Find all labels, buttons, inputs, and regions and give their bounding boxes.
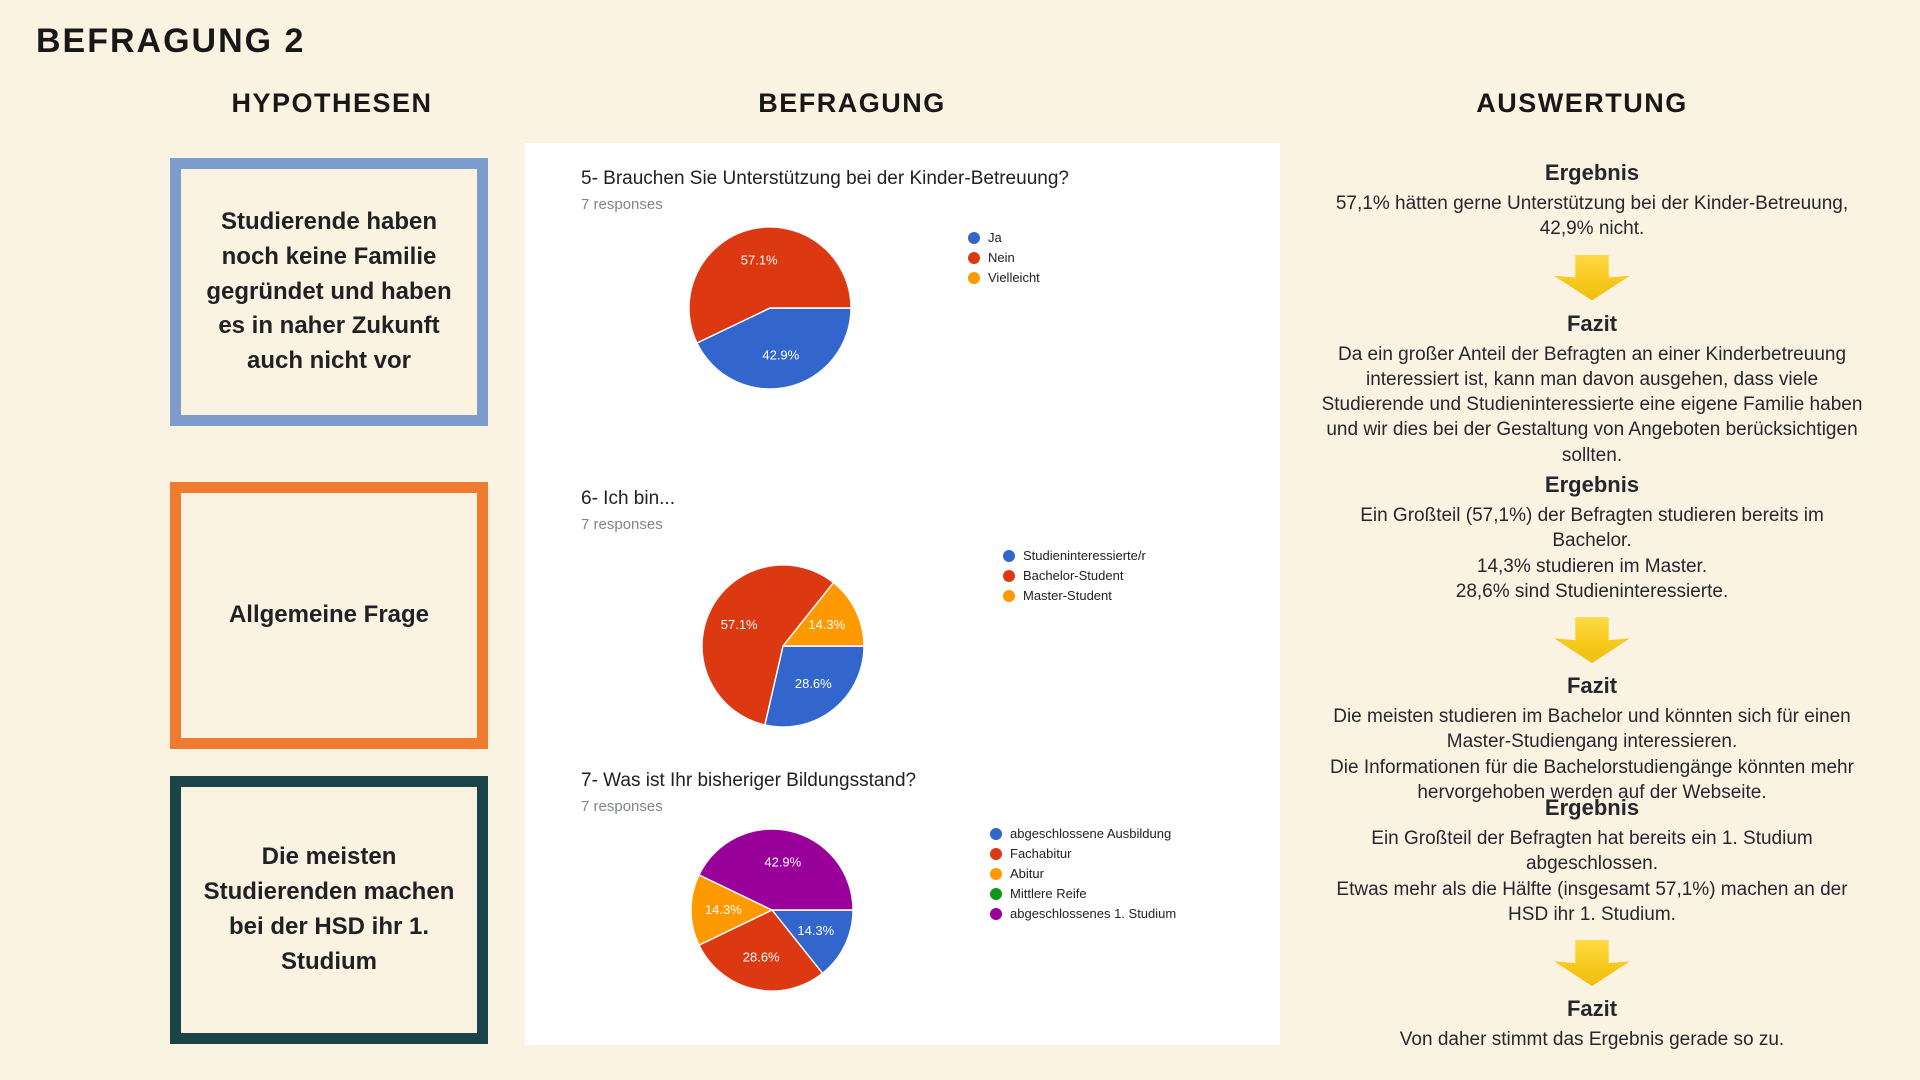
fazit-text: Von daher stimmt das Ergebnis gerade so … bbox=[1399, 1029, 1785, 1051]
hypothesis-box-1: Studierende haben noch keine Familie geg… bbox=[170, 158, 488, 426]
pie-slice bbox=[698, 828, 854, 911]
hypothesis-box-2: Allgemeine Frage bbox=[170, 482, 488, 749]
legend-item: Mittlere Reife bbox=[990, 886, 1176, 901]
legend-label: Nein bbox=[988, 250, 1015, 265]
chart-title: 7- Was ist Ihr bisheriger Bildungsstand? bbox=[581, 770, 917, 791]
legend-color-dot bbox=[1003, 589, 1015, 602]
hypothesis-box-3: Die meisten Studierenden machen bei der … bbox=[170, 776, 488, 1044]
ergebnis-text: 57,1% hätten gerne Unterstützung bei der… bbox=[1335, 193, 1849, 240]
ergebnis-heading: Ergebnis bbox=[1544, 160, 1640, 185]
page-title: BEFRAGUNG 2 bbox=[36, 22, 306, 60]
pie-slice bbox=[771, 909, 854, 975]
chart-responses-count: 7 responses bbox=[581, 798, 663, 815]
legend-item: Vielleicht bbox=[968, 270, 1040, 285]
legend-item: Nein bbox=[968, 250, 1040, 265]
pie-slice-percentage: 28.6% bbox=[795, 676, 832, 691]
chart-legend: abgeschlossene Ausbildung Fachabitur Abitu… bbox=[990, 826, 1176, 921]
legend-label: Abitur bbox=[1010, 866, 1044, 881]
legend-color-dot bbox=[990, 847, 1002, 860]
fazit-text: Da ein großer Anteil der Befragten an ei… bbox=[1321, 343, 1863, 466]
legend-color-dot bbox=[1003, 569, 1015, 582]
evaluation-block-1: Ergebnis 57,1% hätten gerne Unterstützun… bbox=[1318, 160, 1866, 468]
pie-slice-percentage: 14.3% bbox=[797, 923, 834, 938]
legend-item: Master-Student bbox=[1003, 588, 1146, 603]
legend-item: Studieninteressierte/r bbox=[1003, 548, 1146, 563]
pie-slice bbox=[782, 581, 865, 647]
pie-slice-percentage: 57.1% bbox=[721, 617, 758, 632]
fazit-heading: Fazit bbox=[1566, 673, 1618, 699]
down-arrow-icon bbox=[1554, 617, 1630, 664]
chart-legend: Studieninteressierte/r Bachelor-Student Ma… bbox=[1003, 548, 1146, 603]
legend-color-dot bbox=[1003, 549, 1015, 562]
chart-responses-count: 7 responses bbox=[581, 516, 663, 533]
ergebnis-heading: Ergebnis bbox=[1544, 472, 1640, 497]
legend-item: abgeschlossene Ausbildung bbox=[990, 826, 1176, 841]
legend-color-dot bbox=[990, 907, 1002, 920]
fazit-text: Die meisten studieren im Bachelor und kö… bbox=[1330, 706, 1854, 803]
evaluation-block-3: Ergebnis Ein Großteil der Befragten hat … bbox=[1318, 795, 1866, 1052]
legend-color-dot bbox=[990, 887, 1002, 900]
ergebnis-heading: Ergebnis bbox=[1544, 795, 1640, 820]
pie-chart: 28.6% 57.1% 14.3% bbox=[701, 564, 865, 728]
hypothesis-text: Die meisten Studierenden machen bei der … bbox=[203, 843, 455, 975]
legend-label: Bachelor-Student bbox=[1023, 568, 1124, 583]
pie-slice-percentage: 42.9% bbox=[764, 855, 801, 870]
legend-item: Fachabitur bbox=[990, 846, 1176, 861]
hypothesis-text: Allgemeine Frage bbox=[228, 601, 430, 629]
fazit-heading: Fazit bbox=[1566, 310, 1618, 336]
pie-slice-percentage: 28.6% bbox=[743, 949, 780, 964]
pie-chart-block-kinderbetreuung: 5- Brauchen Sie Unterstützung bei der Ki… bbox=[525, 160, 1280, 460]
pie-chart-block-ich-bin: 6- Ich bin... 7 responses 28.6% 57.1% 14.3… bbox=[525, 480, 1280, 780]
pie-slice-percentage: 42.9% bbox=[762, 347, 799, 362]
legend-item: Bachelor-Student bbox=[1003, 568, 1146, 583]
column-header-hypothesen: HYPOTHESEN bbox=[231, 88, 433, 118]
legend-label: abgeschlossene Ausbildung bbox=[1010, 826, 1172, 841]
column-header-auswertung: AUSWERTUNG bbox=[1476, 88, 1688, 118]
evaluation-block-2: Ergebnis Ein Großteil (57,1%) der Befrag… bbox=[1318, 472, 1866, 805]
legend-color-dot bbox=[968, 251, 980, 264]
legend-color-dot bbox=[990, 827, 1002, 840]
legend-label: abgeschlossenes 1. Studium bbox=[1010, 906, 1177, 921]
legend-label: Master-Student bbox=[1023, 588, 1112, 603]
legend-label: Studieninteressierte/r bbox=[1023, 548, 1146, 563]
legend-label: Vielleicht bbox=[988, 270, 1040, 285]
pie-slice bbox=[764, 645, 865, 728]
legend-item: Abitur bbox=[990, 866, 1176, 881]
pie-slice bbox=[690, 874, 773, 946]
legend-color-dot bbox=[968, 271, 980, 284]
hypothesis-text: Studierende haben noch keine Familie geg… bbox=[206, 208, 452, 375]
pie-chart: 42.9% 57.1% bbox=[688, 226, 852, 390]
legend-label: Ja bbox=[988, 230, 1002, 245]
pie-chart: 14.3% 28.6% 14.3% 42.9% bbox=[690, 828, 854, 992]
survey-results-panel bbox=[525, 143, 1280, 1045]
chart-responses-count: 7 responses bbox=[581, 196, 663, 213]
chart-title: 5- Brauchen Sie Unterstützung bei der Ki… bbox=[581, 168, 1069, 189]
pie-slice-percentage: 14.3% bbox=[808, 617, 845, 632]
legend-item: Ja bbox=[968, 230, 1040, 245]
down-arrow-icon bbox=[1554, 940, 1630, 987]
pie-chart-block-bildungsstand: 7- Was ist Ihr bisheriger Bildungsstand?… bbox=[525, 762, 1280, 1062]
legend-label: Mittlere Reife bbox=[1010, 886, 1087, 901]
pie-slice bbox=[698, 909, 824, 992]
legend-color-dot bbox=[990, 867, 1002, 880]
fazit-heading: Fazit bbox=[1566, 996, 1618, 1022]
pie-slice bbox=[696, 307, 852, 390]
legend-item: abgeschlossenes 1. Studium bbox=[990, 906, 1176, 921]
pie-slice bbox=[701, 564, 835, 726]
down-arrow-icon bbox=[1554, 254, 1630, 301]
pie-slice-percentage: 57.1% bbox=[741, 253, 778, 268]
chart-legend: Ja Nein Vielleicht bbox=[968, 230, 1040, 285]
column-header-befragung: BEFRAGUNG bbox=[758, 88, 946, 118]
legend-label: Fachabitur bbox=[1010, 846, 1072, 861]
pie-slice-percentage: 14.3% bbox=[705, 902, 742, 917]
ergebnis-text: Ein Großteil der Befragten hat bereits e… bbox=[1336, 828, 1848, 925]
ergebnis-text: Ein Großteil (57,1%) der Befragten studi… bbox=[1360, 505, 1824, 602]
chart-title: 6- Ich bin... bbox=[581, 488, 675, 509]
legend-color-dot bbox=[968, 231, 980, 244]
pie-slice bbox=[688, 226, 852, 344]
